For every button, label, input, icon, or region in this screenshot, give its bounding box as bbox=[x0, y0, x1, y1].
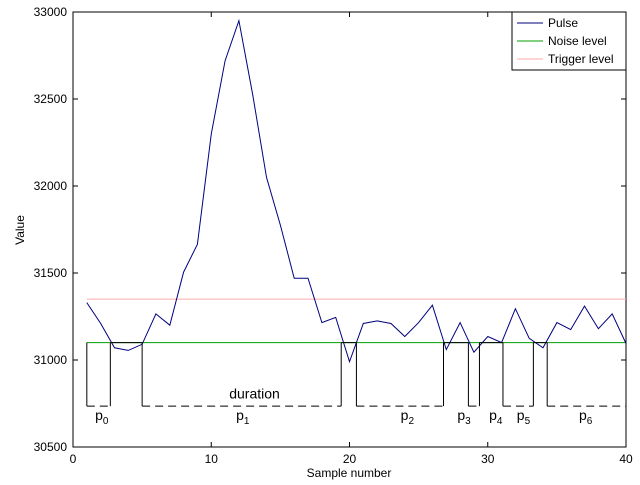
x-tick-label: 10 bbox=[205, 452, 219, 466]
x-axis: 0 10 20 30 40 bbox=[70, 12, 633, 466]
legend-label-trigger: Trigger level bbox=[548, 52, 614, 66]
pulse-train bbox=[86, 342, 626, 407]
y-axis-label: Value bbox=[13, 215, 27, 245]
x-tick-label: 40 bbox=[619, 452, 633, 466]
x-tick-label: 30 bbox=[481, 452, 495, 466]
y-tick-label: 31500 bbox=[34, 266, 68, 280]
y-axis: 30500 31000 31500 32000 32500 33000 bbox=[34, 5, 626, 454]
pulse-subscript: 3 bbox=[465, 416, 471, 427]
plot-area bbox=[72, 11, 627, 448]
x-tick-label: 20 bbox=[343, 452, 357, 466]
x-tick-label: 0 bbox=[70, 452, 77, 466]
y-tick-label: 33000 bbox=[34, 5, 68, 19]
y-tick-label: 31000 bbox=[34, 353, 68, 367]
x-axis-label: Sample number bbox=[307, 466, 392, 480]
legend: Pulse Noise level Trigger level bbox=[511, 11, 627, 71]
pulse-subscript: 5 bbox=[525, 416, 531, 427]
pulse-subscript: 0 bbox=[103, 416, 109, 427]
y-tick-label: 32000 bbox=[34, 179, 68, 193]
duration-label: duration bbox=[229, 385, 280, 401]
pulse-subscript: 4 bbox=[497, 416, 503, 427]
pulse-subscript: 2 bbox=[408, 416, 414, 427]
pulse-subscript: 6 bbox=[587, 416, 593, 427]
y-tick-label: 30500 bbox=[34, 440, 68, 454]
y-tick-label: 32500 bbox=[34, 92, 68, 106]
pulse-subscript: 1 bbox=[244, 416, 250, 427]
legend-label-pulse: Pulse bbox=[548, 16, 578, 30]
legend-label-noise: Noise level bbox=[548, 34, 607, 48]
